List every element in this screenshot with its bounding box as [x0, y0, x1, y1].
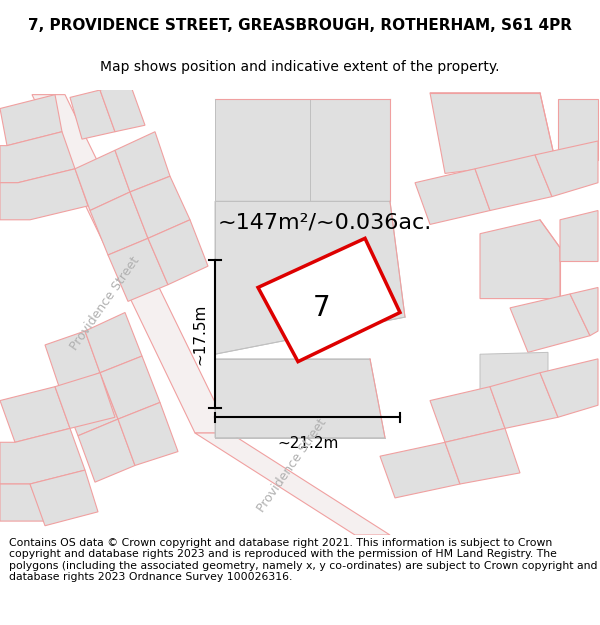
Polygon shape — [118, 402, 178, 466]
Polygon shape — [215, 201, 405, 354]
Polygon shape — [0, 94, 62, 146]
Text: Providence Street: Providence Street — [68, 254, 142, 352]
Text: Map shows position and indicative extent of the property.: Map shows position and indicative extent… — [100, 61, 500, 74]
Polygon shape — [430, 387, 505, 442]
Polygon shape — [130, 176, 190, 238]
Polygon shape — [60, 372, 118, 436]
Polygon shape — [55, 372, 115, 428]
Text: ~17.5m: ~17.5m — [193, 303, 208, 364]
Polygon shape — [78, 419, 135, 482]
Polygon shape — [490, 372, 558, 428]
Polygon shape — [115, 132, 170, 192]
Polygon shape — [380, 442, 460, 498]
Polygon shape — [0, 132, 75, 182]
Polygon shape — [215, 99, 390, 201]
Polygon shape — [0, 428, 85, 484]
Polygon shape — [100, 84, 145, 132]
Polygon shape — [90, 192, 148, 255]
Polygon shape — [480, 352, 548, 410]
Polygon shape — [560, 211, 598, 261]
Text: 7: 7 — [313, 294, 331, 322]
Polygon shape — [85, 312, 142, 372]
Text: Contains OS data © Crown copyright and database right 2021. This information is : Contains OS data © Crown copyright and d… — [9, 538, 598, 582]
Polygon shape — [0, 484, 45, 521]
Polygon shape — [540, 359, 598, 418]
Polygon shape — [215, 359, 385, 438]
Polygon shape — [415, 169, 490, 224]
Polygon shape — [32, 94, 230, 433]
Polygon shape — [148, 220, 208, 285]
Polygon shape — [75, 150, 130, 211]
Text: 7, PROVIDENCE STREET, GREASBROUGH, ROTHERHAM, S61 4PR: 7, PROVIDENCE STREET, GREASBROUGH, ROTHE… — [28, 18, 572, 32]
Polygon shape — [0, 387, 70, 442]
Text: ~147m²/~0.036ac.: ~147m²/~0.036ac. — [218, 213, 432, 232]
Polygon shape — [480, 220, 560, 299]
Polygon shape — [30, 470, 98, 526]
Polygon shape — [0, 169, 88, 220]
Polygon shape — [195, 433, 390, 535]
Polygon shape — [535, 141, 598, 197]
Polygon shape — [445, 428, 520, 484]
Polygon shape — [258, 238, 400, 362]
Polygon shape — [100, 356, 160, 419]
Text: ~21.2m: ~21.2m — [277, 436, 338, 451]
Text: Providence Street: Providence Street — [255, 416, 329, 515]
Polygon shape — [70, 90, 115, 139]
Polygon shape — [430, 92, 555, 173]
Polygon shape — [108, 238, 168, 301]
Polygon shape — [510, 294, 590, 352]
Polygon shape — [475, 155, 552, 211]
Polygon shape — [570, 288, 598, 336]
Polygon shape — [558, 99, 598, 159]
Polygon shape — [45, 331, 100, 389]
